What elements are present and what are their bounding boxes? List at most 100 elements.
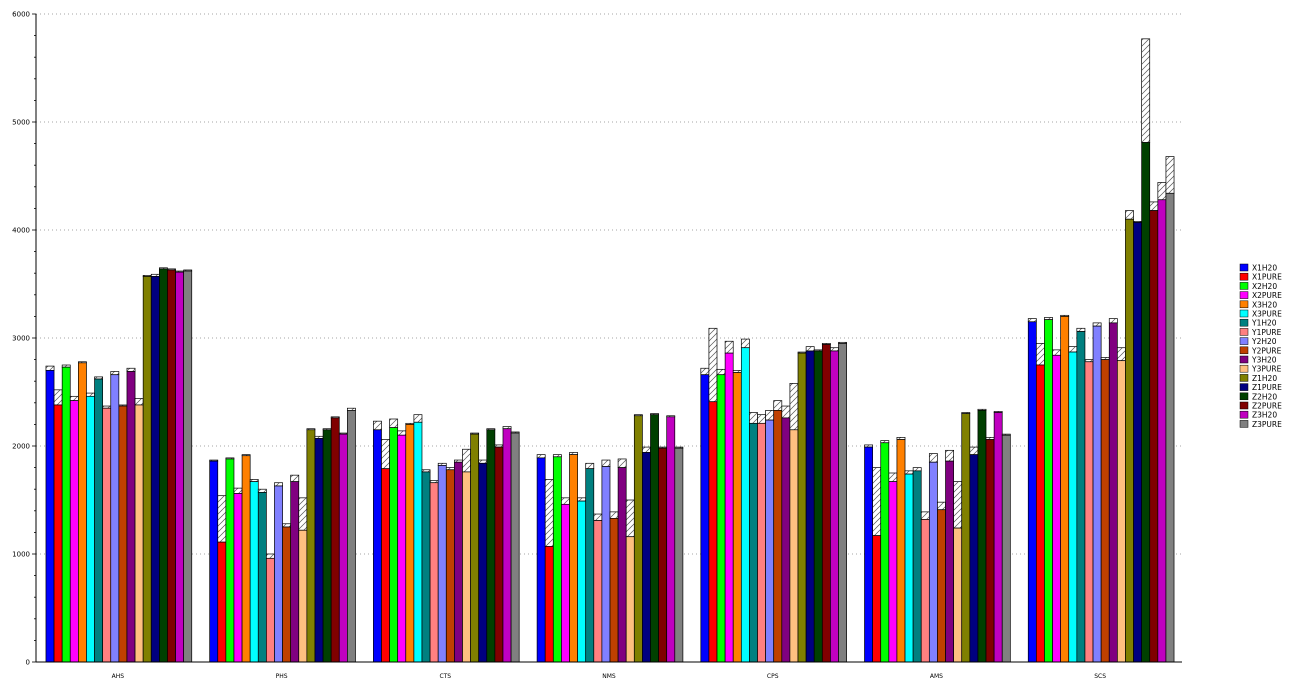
- bar-hatch-segment: [53, 389, 63, 406]
- bar-hatch-segment: [749, 412, 758, 424]
- bar-hatch-segment: [912, 467, 922, 472]
- bar: [864, 446, 873, 663]
- legend-swatch: [1239, 383, 1249, 391]
- bar-hatch-segment: [609, 511, 619, 519]
- bar: [601, 466, 611, 663]
- bar: [1035, 364, 1045, 663]
- bar: [805, 350, 815, 663]
- bar: [830, 350, 839, 663]
- bar-hatch-segment: [462, 448, 471, 473]
- bar: [1125, 218, 1134, 663]
- bar: [454, 461, 463, 663]
- bar: [928, 461, 938, 663]
- bar: [405, 424, 415, 663]
- bar-hatch-segment: [805, 346, 815, 352]
- bar-hatch-segment: [266, 553, 275, 559]
- axes: AHS PHS CTS NMS CPS AMS SCS 0 1000 2000 3000 4000 50…: [12, 11, 1182, 680]
- bar: [347, 410, 356, 663]
- bar: [585, 468, 595, 663]
- bar-hatch-segment: [1125, 210, 1134, 220]
- bar-hatch-segment: [544, 479, 554, 547]
- bar: [389, 427, 399, 663]
- bar: [1001, 434, 1011, 663]
- bar-hatch-segment: [700, 367, 710, 376]
- legend-label: X2H20: [1252, 282, 1277, 291]
- bar-hatch-segment: [642, 446, 651, 453]
- bar-hatch-segment: [781, 405, 791, 419]
- bar-hatch-segment: [904, 470, 914, 475]
- bar: [1141, 142, 1151, 663]
- bar: [561, 503, 570, 663]
- bar: [708, 401, 718, 663]
- legend-label: Z3PURE: [1252, 420, 1282, 429]
- bar: [381, 468, 390, 663]
- legend-label: Y2PURE: [1251, 346, 1282, 355]
- bar: [494, 446, 504, 663]
- bar-hatch-segment: [601, 459, 611, 467]
- bar: [977, 410, 987, 663]
- x-tick-label: CPS: [767, 673, 779, 680]
- legend-swatch: [1239, 401, 1249, 410]
- legend: X1H20X1PUREX2H20X2PUREX3H20X3PUREY1H20Y1…: [1239, 264, 1282, 429]
- legend-label: Z3H20: [1252, 411, 1277, 420]
- bar: [290, 481, 300, 663]
- bar-hatch-segment: [536, 454, 546, 459]
- bar: [274, 485, 283, 663]
- bar: [716, 374, 726, 663]
- legend-label: Y3H20: [1251, 356, 1277, 365]
- bar: [821, 344, 831, 663]
- bar: [282, 526, 292, 663]
- bar: [642, 452, 651, 663]
- bar: [937, 509, 946, 663]
- bar-hatch-segment: [1157, 182, 1167, 201]
- bar: [429, 482, 439, 663]
- bar: [1052, 354, 1061, 663]
- bar: [1116, 360, 1126, 663]
- bar-hatch-segment: [585, 462, 595, 470]
- bar-hatch-segment: [928, 453, 938, 463]
- bar: [126, 371, 136, 663]
- bar: [209, 460, 219, 663]
- bar: [658, 447, 668, 663]
- bar-hatch-segment: [1068, 346, 1078, 353]
- legend-swatch: [1239, 309, 1249, 318]
- legend-label: Y3PURE: [1251, 365, 1282, 374]
- legend-label: X2PURE: [1252, 291, 1282, 300]
- bar: [486, 429, 496, 663]
- bar: [470, 433, 480, 663]
- bar: [445, 469, 455, 663]
- bar: [985, 439, 995, 663]
- bar: [397, 434, 407, 663]
- bar: [45, 370, 55, 663]
- bar: [413, 421, 423, 663]
- x-tick-label: PHS: [276, 673, 288, 680]
- bar-hatch-segment: [217, 495, 227, 543]
- bar-hatch-segment: [298, 497, 308, 531]
- bar-hatch-segment: [373, 420, 382, 431]
- bar-hatch-segment: [953, 481, 963, 529]
- bar: [609, 518, 619, 663]
- bar: [330, 417, 340, 663]
- x-tick-label: SCS: [1094, 673, 1106, 680]
- bar-hatch-segment: [577, 497, 587, 502]
- legend-label: Y1PURE: [1251, 328, 1282, 337]
- bar: [306, 429, 316, 663]
- bar-hatch-segment: [290, 474, 300, 482]
- y-tick-label: 4000: [12, 227, 30, 235]
- bar: [69, 400, 79, 663]
- bar-hatch-segment: [282, 523, 292, 528]
- legend-swatch: [1239, 374, 1249, 382]
- bar-hatch-segment: [969, 446, 979, 455]
- legend-swatch: [1239, 328, 1249, 336]
- bar: [552, 456, 562, 663]
- bar: [150, 276, 160, 663]
- bar-hatch-segment: [1149, 201, 1159, 211]
- bar-hatch-segment: [708, 327, 718, 403]
- bar: [241, 455, 251, 663]
- bar-hatch-segment: [1035, 343, 1045, 366]
- bar: [86, 395, 95, 663]
- bar: [183, 270, 193, 663]
- legend-swatch: [1239, 282, 1249, 290]
- bar: [674, 447, 684, 663]
